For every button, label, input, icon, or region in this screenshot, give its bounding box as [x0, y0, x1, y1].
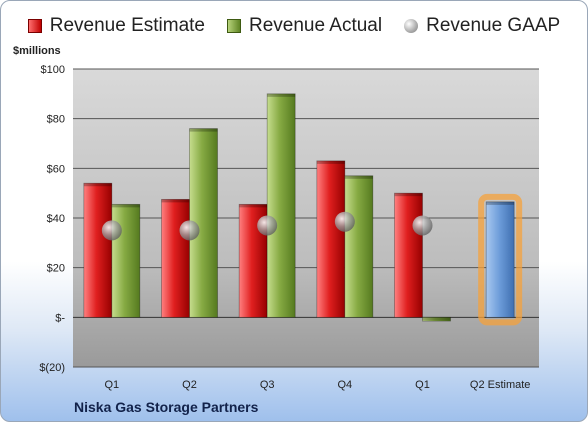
bar-actual-cap — [189, 128, 218, 132]
x-tick-label: Q2 — [182, 379, 197, 391]
bar-actual-cap — [344, 175, 373, 179]
legend-item-estimate: Revenue Estimate — [27, 15, 205, 37]
legend-label-estimate: Revenue Estimate — [49, 15, 205, 36]
y-tick-label: $100 — [41, 64, 65, 76]
legend-label-actual: Revenue Actual — [249, 15, 383, 36]
gaap-marker — [257, 215, 278, 236]
bar-estimate — [83, 182, 113, 318]
y-tick-label: $- — [55, 312, 65, 324]
bar-estimate-cap — [161, 199, 190, 203]
x-tick-label: Q4 — [337, 379, 352, 391]
y-tick-label: $40 — [47, 213, 65, 225]
y-tick-label: $20 — [47, 263, 65, 275]
bar-actual-cap — [267, 93, 296, 97]
gaap-marker — [101, 220, 122, 241]
bar-estimate-cap — [316, 160, 345, 164]
bar-actual-cap — [111, 204, 140, 208]
units-label: $millions — [13, 45, 61, 57]
x-axis-ticks: Q1 Q2 Q3 Q4 Q1 Q2 Estimate — [104, 379, 530, 391]
company-title: Niska Gas Storage Partners — [74, 399, 259, 415]
legend-swatch-actual — [227, 19, 241, 33]
y-axis-ticks: $100 $80 $60 $40 $20 $- $(20) — [39, 64, 65, 374]
bar-actual — [344, 175, 374, 318]
legend-swatch-estimate — [27, 19, 42, 33]
x-tick-label: Q2 Estimate — [470, 379, 531, 391]
forecast-glow — [478, 193, 523, 326]
y-tick-label: $80 — [47, 114, 65, 126]
legend-item-actual: Revenue Actual — [227, 15, 382, 37]
x-tick-label: Q1 — [104, 379, 119, 391]
legend-label-gaap: Revenue GAAP — [426, 15, 561, 36]
bar-actual-cap — [422, 317, 451, 321]
gaap-marker — [412, 215, 433, 236]
bar-actual — [266, 93, 296, 318]
bar-estimate-cap — [239, 204, 268, 208]
grid-lines — [73, 68, 539, 368]
legend-item-gaap: Revenue GAAP — [404, 15, 560, 37]
x-tick-label: Q1 — [415, 379, 430, 391]
bar-estimate — [394, 192, 423, 318]
bar-estimate-cap — [83, 183, 112, 187]
x-tick-label: Q3 — [260, 379, 275, 391]
bar-estimate-forecast — [485, 201, 515, 318]
bar-estimate — [316, 160, 346, 318]
bar-estimate — [161, 198, 190, 318]
bar-estimate-cap — [394, 193, 423, 197]
y-tick-label: $60 — [47, 163, 65, 175]
bar-actual — [111, 203, 141, 318]
bar-actual — [422, 316, 451, 322]
y-tick-label: $(20) — [39, 362, 65, 374]
bars — [83, 93, 523, 326]
gaap-marker — [179, 220, 200, 241]
gaap-marker — [334, 211, 355, 232]
legend: Revenue Estimate Revenue Actual Revenue … — [1, 15, 587, 37]
legend-swatch-gaap — [404, 19, 419, 33]
bar-estimate-forecast-cap — [486, 201, 515, 205]
